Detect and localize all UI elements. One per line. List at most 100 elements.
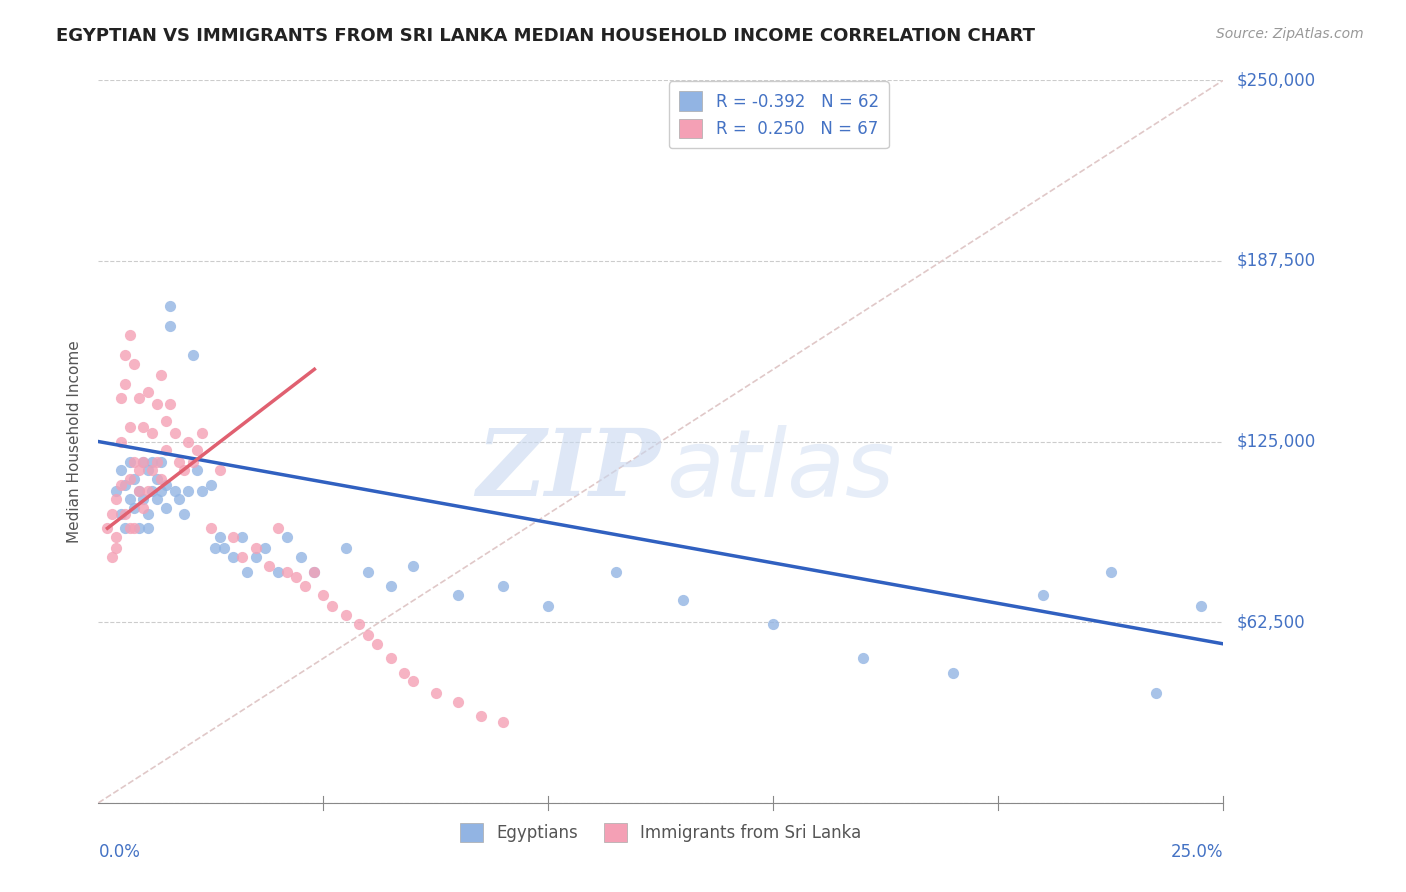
Point bbox=[146, 397, 169, 411]
Point bbox=[155, 501, 177, 516]
Point bbox=[1099, 565, 1122, 579]
Point bbox=[425, 686, 447, 700]
Point bbox=[146, 492, 169, 507]
Point bbox=[105, 483, 128, 498]
Point bbox=[267, 565, 290, 579]
Point bbox=[231, 530, 253, 544]
Point bbox=[141, 483, 163, 498]
Text: $125,000: $125,000 bbox=[1237, 433, 1316, 450]
Point bbox=[245, 550, 267, 565]
Point bbox=[357, 628, 380, 642]
Point bbox=[349, 616, 371, 631]
Point bbox=[163, 483, 186, 498]
Point bbox=[150, 472, 173, 486]
Point bbox=[208, 530, 231, 544]
Point bbox=[321, 599, 343, 614]
Text: $250,000: $250,000 bbox=[1237, 71, 1316, 89]
Point bbox=[762, 616, 785, 631]
Point bbox=[159, 318, 181, 333]
Text: 25.0%: 25.0% bbox=[1171, 843, 1223, 861]
Point bbox=[118, 492, 141, 507]
Text: $62,500: $62,500 bbox=[1237, 613, 1306, 632]
Point bbox=[101, 507, 124, 521]
Point bbox=[537, 599, 560, 614]
Point bbox=[200, 478, 222, 492]
Point bbox=[114, 376, 136, 391]
Point bbox=[605, 565, 627, 579]
Point bbox=[114, 348, 136, 362]
Point bbox=[492, 714, 515, 729]
Point bbox=[132, 420, 155, 434]
Point bbox=[191, 425, 214, 440]
Point bbox=[124, 455, 146, 469]
Point bbox=[136, 385, 159, 400]
Text: Source: ZipAtlas.com: Source: ZipAtlas.com bbox=[1216, 27, 1364, 41]
Point bbox=[159, 397, 181, 411]
Point bbox=[114, 507, 136, 521]
Point bbox=[276, 530, 298, 544]
Point bbox=[128, 521, 150, 535]
Point bbox=[141, 463, 163, 477]
Point bbox=[304, 565, 326, 579]
Point bbox=[267, 521, 290, 535]
Point bbox=[290, 550, 312, 565]
Point bbox=[114, 478, 136, 492]
Point bbox=[186, 443, 208, 458]
Point bbox=[118, 420, 141, 434]
Point bbox=[470, 709, 492, 723]
Point bbox=[110, 434, 132, 449]
Point bbox=[294, 579, 316, 593]
Point bbox=[1189, 599, 1212, 614]
Text: 0.0%: 0.0% bbox=[98, 843, 141, 861]
Point bbox=[150, 368, 173, 382]
Point bbox=[169, 455, 191, 469]
Text: EGYPTIAN VS IMMIGRANTS FROM SRI LANKA MEDIAN HOUSEHOLD INCOME CORRELATION CHART: EGYPTIAN VS IMMIGRANTS FROM SRI LANKA ME… bbox=[56, 27, 1035, 45]
Point bbox=[204, 541, 226, 556]
Point bbox=[181, 348, 204, 362]
Point bbox=[124, 521, 146, 535]
Point bbox=[312, 588, 335, 602]
Point bbox=[118, 472, 141, 486]
Point bbox=[155, 443, 177, 458]
Point bbox=[186, 463, 208, 477]
Point bbox=[114, 521, 136, 535]
Point bbox=[155, 478, 177, 492]
Point bbox=[181, 455, 204, 469]
Point bbox=[96, 521, 118, 535]
Y-axis label: Median Household Income: Median Household Income bbox=[67, 340, 83, 543]
Point bbox=[169, 492, 191, 507]
Point bbox=[136, 507, 159, 521]
Point bbox=[245, 541, 267, 556]
Point bbox=[118, 521, 141, 535]
Point bbox=[141, 425, 163, 440]
Point bbox=[124, 472, 146, 486]
Point bbox=[150, 483, 173, 498]
Text: atlas: atlas bbox=[666, 425, 894, 516]
Point bbox=[132, 455, 155, 469]
Point bbox=[110, 391, 132, 405]
Point bbox=[105, 541, 128, 556]
Point bbox=[236, 565, 259, 579]
Point bbox=[128, 391, 150, 405]
Point bbox=[150, 455, 173, 469]
Point bbox=[105, 492, 128, 507]
Point bbox=[155, 414, 177, 428]
Point bbox=[141, 455, 163, 469]
Point bbox=[177, 483, 200, 498]
Point bbox=[146, 455, 169, 469]
Text: $187,500: $187,500 bbox=[1237, 252, 1316, 270]
Point bbox=[357, 565, 380, 579]
Point bbox=[146, 472, 169, 486]
Point bbox=[163, 425, 186, 440]
Point bbox=[285, 570, 308, 584]
Point bbox=[124, 357, 146, 371]
Point bbox=[124, 501, 146, 516]
Point bbox=[118, 327, 141, 342]
Point bbox=[1144, 686, 1167, 700]
Point bbox=[128, 463, 150, 477]
Point bbox=[402, 674, 425, 689]
Point bbox=[110, 463, 132, 477]
Point bbox=[200, 521, 222, 535]
Point bbox=[118, 455, 141, 469]
Point bbox=[402, 558, 425, 573]
